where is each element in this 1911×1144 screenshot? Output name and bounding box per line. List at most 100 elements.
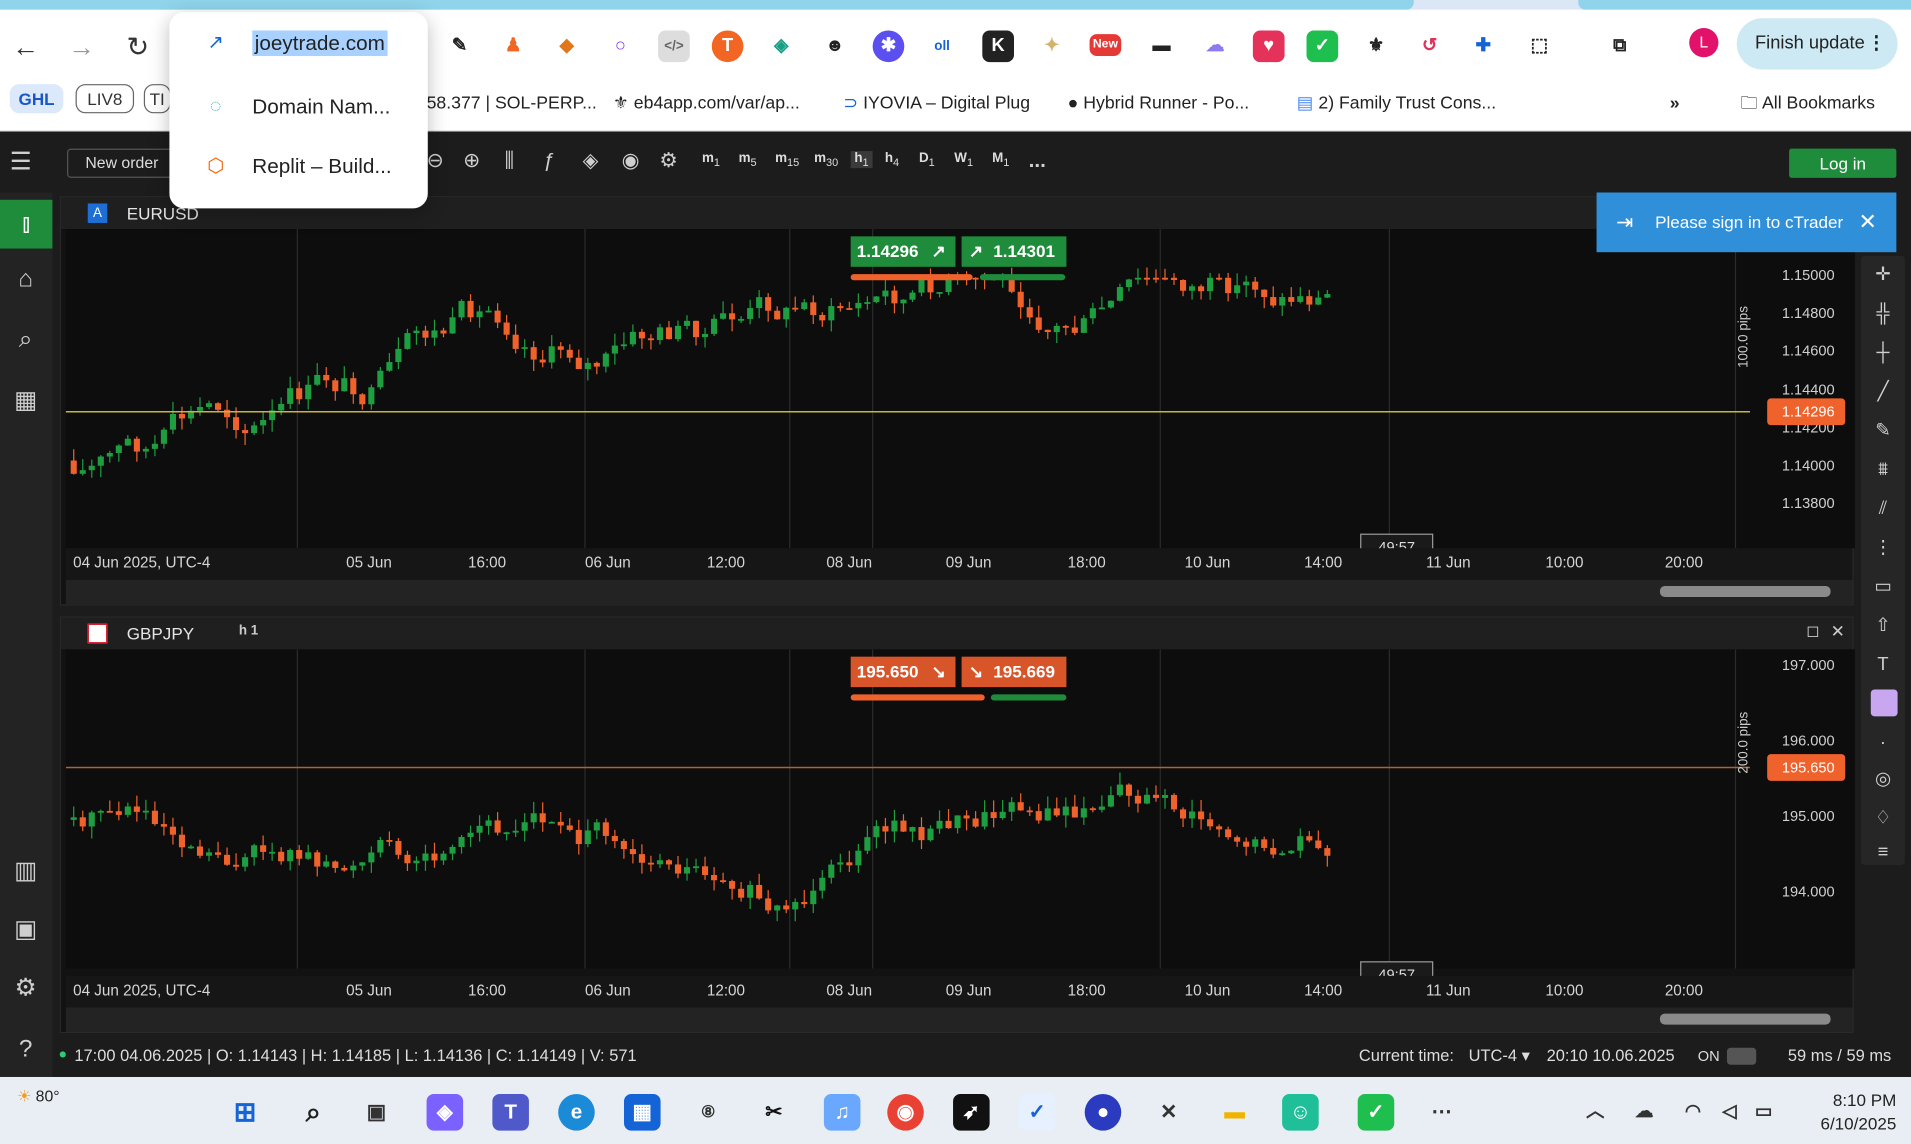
timeframe-m5[interactable]: m5: [738, 151, 757, 169]
ai-app-icon[interactable]: ☺: [1282, 1094, 1319, 1131]
extensions-icon[interactable]: ⬚: [1530, 35, 1548, 57]
zoom-in-icon[interactable]: ⊕: [463, 148, 481, 172]
pen-icon[interactable]: ✎: [1875, 420, 1891, 442]
camera-icon[interactable]: ◎: [1874, 768, 1891, 790]
text-tool-icon[interactable]: T: [1877, 654, 1889, 675]
dropdown-item-joeytrade[interactable]: ↗ joeytrade.com: [169, 16, 427, 72]
snipping-icon[interactable]: ✕: [1160, 1100, 1178, 1124]
oii-extension-icon[interactable]: oll: [934, 38, 950, 54]
badge-extension-icon[interactable]: ✦: [1044, 35, 1060, 57]
timeframe-m1[interactable]: m1: [702, 151, 721, 169]
active-tab-bar[interactable]: [0, 0, 1414, 10]
copilot-icon[interactable]: ◈: [426, 1094, 464, 1131]
chart-eurusd[interactable]: A EURUSD 1.15000 1.14800 1.14600 1.14400 1.1…: [59, 196, 1855, 606]
horizontal-scrollbar[interactable]: [65, 1007, 1853, 1032]
chart-gbpjpy[interactable]: GBPJPY h 1 ◻ ✕ 197.000 196.000 195.000 194.…: [59, 616, 1855, 1034]
refresh-extension-icon[interactable]: ↺: [1421, 35, 1438, 57]
teams-icon[interactable]: T: [492, 1094, 529, 1131]
metamask-extension-icon[interactable]: ◆: [559, 35, 574, 57]
audio-icon[interactable]: ♫: [823, 1094, 861, 1131]
sell-price[interactable]: 195.650 ↘: [850, 656, 956, 688]
battery-icon[interactable]: ▭: [1754, 1101, 1773, 1123]
bookmark-ghl[interactable]: GHL: [9, 84, 64, 114]
timeframe-M1[interactable]: M1: [992, 151, 1010, 169]
star-extension-icon[interactable]: ✱: [872, 30, 905, 63]
code-extension-icon[interactable]: </>: [658, 30, 690, 63]
capcut-icon[interactable]: ✂: [765, 1100, 783, 1124]
maximize-icon[interactable]: ◻: [1806, 621, 1820, 640]
color-swatch[interactable]: [1870, 689, 1898, 717]
user-extension-icon[interactable]: ☻: [825, 35, 845, 57]
task-view-icon[interactable]: ▣: [366, 1100, 387, 1124]
arrow-up-tool-icon[interactable]: ⇧: [1875, 615, 1891, 636]
timeframe-D1[interactable]: D1: [918, 151, 935, 169]
cross-tool-icon[interactable]: ╬: [1876, 303, 1890, 325]
indicators-icon[interactable]: ƒ: [543, 148, 556, 172]
sphere-icon[interactable]: ●: [1084, 1094, 1122, 1131]
layout-icon[interactable]: ▦: [14, 387, 38, 415]
plot-area[interactable]: [65, 649, 1751, 969]
analyze-icon[interactable]: ⌕: [18, 326, 33, 354]
back-arrow-icon[interactable]: ←: [12, 31, 39, 63]
grid-tool-icon[interactable]: ⋮: [1873, 537, 1893, 558]
liv8-icon[interactable]: ⑧: [700, 1102, 716, 1121]
pocket-extension-icon[interactable]: ♥: [1252, 30, 1285, 63]
scroll-thumb[interactable]: [1659, 1013, 1831, 1025]
trade-icon[interactable]: ⫾: [0, 199, 53, 249]
new-order-button[interactable]: New order: [67, 148, 177, 178]
rocket-extension-icon[interactable]: ♟: [504, 35, 522, 57]
close-icon[interactable]: ✕: [1858, 209, 1877, 234]
timeframe-m30[interactable]: m30: [814, 151, 839, 169]
checkmark-app-icon[interactable]: ✓: [1357, 1094, 1395, 1131]
timeframe-W1[interactable]: W1: [954, 151, 974, 169]
wifi-icon[interactable]: ◠: [1684, 1101, 1701, 1123]
signin-banner[interactable]: ⇥ Please sign in to cTrader ✕: [1596, 192, 1897, 253]
dropdown-item-replit[interactable]: ⬡ Replit – Build...: [169, 139, 427, 195]
bookmark-eb4app[interactable]: ⚜ eb4app.com/var/ap...: [613, 88, 800, 120]
symbol-label[interactable]: GBPJPY: [126, 623, 195, 644]
kebab-menu-icon[interactable]: ⋮: [1867, 32, 1886, 54]
copy-icon[interactable]: ⌂: [18, 265, 33, 293]
bookmark-family-trust[interactable]: ▤ 2) Family Trust Cons...: [1297, 88, 1496, 120]
tab-bar-right[interactable]: [1578, 0, 1911, 10]
bookmark-sol-perp[interactable]: 58.377 | SOL-PERP...: [427, 88, 597, 120]
timeframe-h4[interactable]: h4: [884, 151, 900, 169]
omnibox-text[interactable]: joeytrade.com: [252, 30, 388, 57]
eye-icon[interactable]: ◉: [621, 148, 640, 172]
settings-chart-icon[interactable]: ⚙: [659, 148, 678, 172]
help-icon[interactable]: ?: [18, 1035, 33, 1063]
price-axis[interactable]: 1.15000 1.14800 1.14600 1.14400 1.14200 1.140…: [1750, 229, 1855, 549]
cloud-extension-icon[interactable]: ☁: [1205, 35, 1225, 57]
start-icon[interactable]: ⊞: [233, 1096, 257, 1127]
rectangle-icon[interactable]: ▭: [1874, 576, 1892, 597]
buy-price[interactable]: ↗ 1.14301: [961, 236, 1067, 267]
trading-lines-icon[interactable]: ≡: [1877, 841, 1889, 863]
sell-price[interactable]: 1.14296 ↗: [850, 236, 956, 267]
price-axis[interactable]: 197.000 196.000 195.000 194.000: [1750, 649, 1855, 969]
bookmark-hybrid-runner[interactable]: ● Hybrid Runner - Po...: [1068, 88, 1250, 120]
timeframe-m15[interactable]: m15: [775, 151, 800, 169]
pen-extension-icon[interactable]: ✎: [451, 35, 468, 57]
t-extension-icon[interactable]: T: [711, 30, 744, 63]
clock[interactable]: 8:10 PM 6/10/2025: [1801, 1089, 1896, 1135]
search-tabs-icon[interactable]: ⧉: [1613, 35, 1627, 57]
timezone-select[interactable]: UTC-4 ▾: [1468, 1046, 1530, 1065]
bank-icon[interactable]: ▥: [14, 857, 38, 885]
symbol-label[interactable]: EURUSD: [126, 203, 199, 223]
chevron-up-icon[interactable]: ︿: [1586, 1101, 1605, 1123]
brush-icon[interactable]: ⫽: [1878, 498, 1888, 519]
chrome-icon[interactable]: ◉: [887, 1094, 924, 1131]
dot-icon[interactable]: ·: [1879, 732, 1887, 753]
buy-price[interactable]: ↘ 195.669: [961, 656, 1067, 688]
weather-widget[interactable]: ☀ 80°: [17, 1087, 60, 1106]
bookmark-liv8[interactable]: LIV8: [75, 84, 135, 114]
timeframe-h1[interactable]: h1: [850, 151, 873, 169]
time-axis[interactable]: 04 Jun 2025, UTC-4 05 Jun 16:00 06 Jun 12:00…: [65, 548, 1853, 580]
puzzle-extension-icon[interactable]: ✚: [1475, 35, 1491, 57]
more-apps-icon[interactable]: ⋯: [1431, 1100, 1453, 1124]
cloud-off-icon[interactable]: ☁: [1634, 1101, 1654, 1123]
plot-area[interactable]: [65, 229, 1751, 549]
zoom-out-icon[interactable]: ⊖: [426, 148, 444, 172]
fibonacci-icon[interactable]: ⩩: [1878, 459, 1888, 481]
edge-icon[interactable]: e: [558, 1094, 595, 1131]
